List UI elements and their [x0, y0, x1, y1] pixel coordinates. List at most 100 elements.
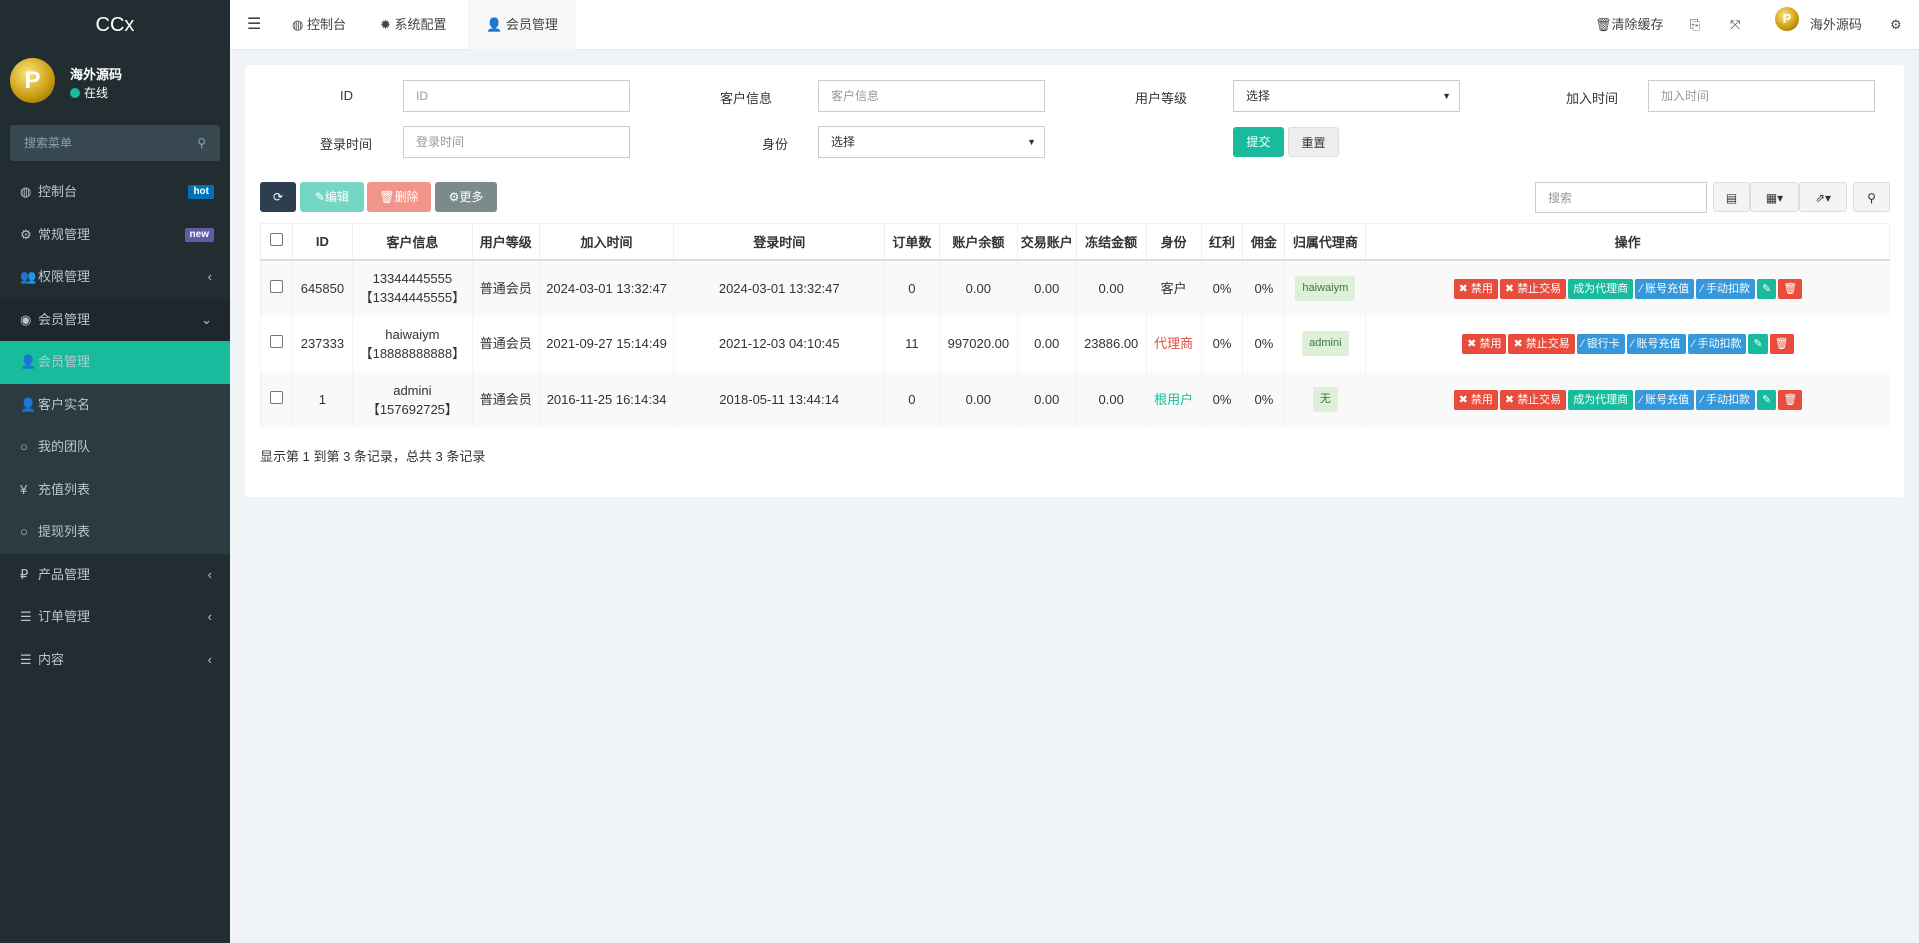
column-header[interactable]: ID — [291, 223, 353, 261]
edit-button[interactable]: ✎编辑 — [300, 182, 364, 212]
delete-row-button[interactable]: 🗑 — [1778, 390, 1803, 410]
action-label: 账号充值 — [1645, 394, 1690, 406]
action-button[interactable]: ✖ 禁用 — [1453, 278, 1498, 299]
delete-row-button[interactable]: 🗑 — [1778, 278, 1803, 299]
sidebar-item[interactable]: 👥 权限管理 ‹ — [0, 256, 230, 299]
menu-search-input[interactable]: 搜索菜单 ⚲ — [10, 125, 220, 161]
cell-login: 2021-12-03 04:10:45 — [673, 315, 885, 372]
action-button[interactable]: ✖ 禁用 — [1462, 334, 1507, 354]
edit-row-button[interactable]: ✎ — [1757, 278, 1777, 299]
cell-orders: 11 — [883, 315, 940, 372]
delete-row-button[interactable]: 🗑 — [1769, 334, 1794, 354]
action-button[interactable]: ⁄ 手动扣款 — [1687, 334, 1747, 354]
columns-icon[interactable]: ▦▾ — [1750, 182, 1799, 212]
sidebar-item[interactable]: ¥ 充值列表 — [0, 468, 230, 511]
sidebar-item[interactable]: ◍ 控制台 hot — [0, 171, 230, 214]
column-header[interactable]: 冻结金额 — [1075, 223, 1147, 261]
row-checkbox[interactable] — [260, 259, 293, 316]
user-menu[interactable]: P 海外源码 — [1775, 0, 1862, 50]
action-button[interactable]: ⁄ 手动扣款 — [1696, 278, 1755, 299]
delete-button[interactable]: 🗑删除 — [367, 182, 431, 212]
action-button[interactable]: ✖ 禁止交易 — [1508, 334, 1575, 354]
pencil-icon: ✎ — [1762, 282, 1772, 295]
sidebar-item[interactable]: ☰ 订单管理 ‹ — [0, 596, 230, 639]
chevron-left-icon: ‹ — [207, 269, 212, 284]
ruble-icon: ₽ — [20, 566, 29, 582]
tab-member-management[interactable]: 👤 会员管理 — [468, 0, 576, 50]
action-button[interactable]: ✖ 禁用 — [1453, 390, 1498, 410]
export-icon[interactable]: ⇗▾ — [1799, 182, 1847, 212]
action-label: 银行卡 — [1586, 338, 1620, 350]
action-button[interactable]: 成为代理商 — [1568, 390, 1634, 410]
identity-select[interactable]: 选择 ▼ — [818, 126, 1045, 158]
action-button[interactable]: 成为代理商 — [1568, 278, 1634, 299]
sidebar-menu: ◍ 控制台 hot ⚙ 常规管理 new 👥 权限管理 ‹ ◉ 会员管理 ⌄ 👤 会员管理 👤 客户实名 ○ 我的… — [0, 171, 230, 681]
submit-button[interactable]: 提交 — [1233, 127, 1284, 157]
fullscreen-icon[interactable]: ⤧ — [1730, 17, 1741, 32]
settings-icon[interactable]: ⚙ — [1890, 17, 1902, 32]
online-dot-icon — [70, 88, 80, 98]
table-search-input[interactable]: 搜索 — [1535, 182, 1707, 213]
column-header: 佣金 — [1242, 223, 1286, 261]
sidebar-item[interactable]: 👤 会员管理 — [0, 341, 230, 384]
select-all-checkbox[interactable] — [260, 223, 293, 261]
sidebar-item[interactable]: 👤 客户实名 — [0, 383, 230, 426]
edit-row-button[interactable]: ✎ — [1748, 334, 1768, 354]
identity-value: 选择 — [831, 135, 856, 149]
id-input[interactable]: ID — [403, 80, 630, 112]
cell-level: 普通会员 — [471, 259, 540, 316]
sidebar-item-label: 常规管理 — [38, 226, 91, 242]
more-button[interactable]: ⚙更多 — [435, 182, 497, 212]
app-logo[interactable]: CCx — [95, 14, 135, 36]
join-label: 加入时间 — [1566, 91, 1619, 106]
trash-icon: 🗑 — [1774, 338, 1789, 350]
action-button[interactable]: ⁄ 账号充值 — [1626, 334, 1686, 354]
action-label: 禁止交易 — [1517, 394, 1562, 406]
row-checkbox[interactable] — [260, 315, 293, 372]
action-button[interactable]: ⁄ 银行卡 — [1576, 334, 1625, 354]
action-button[interactable]: ✖ 禁止交易 — [1499, 390, 1567, 410]
chevron-left-icon: ‹ — [207, 566, 212, 582]
sidebar-item-label: 会员管理 — [38, 311, 91, 327]
customer-input[interactable]: 客户信息 — [818, 80, 1045, 112]
clear-cache-label: 清除缓存 — [1611, 17, 1664, 32]
sidebar-item[interactable]: ₽ 产品管理 ‹ — [0, 554, 230, 597]
cell-id: 645850 — [291, 259, 353, 316]
column-header[interactable]: 账户余额 — [938, 223, 1018, 261]
action-label: 禁用 — [1470, 282, 1493, 295]
more-label: 更多 — [459, 190, 484, 204]
tab-system-config[interactable]: ✹ 系统配置 — [366, 0, 461, 50]
search-icon[interactable]: ⚲ — [1853, 182, 1890, 212]
dashboard-icon: ◍ — [20, 184, 32, 199]
translate-icon[interactable]: ⎘ — [1690, 17, 1701, 32]
trash-icon: 🗑 — [379, 190, 395, 204]
level-label: 用户等级 — [1135, 91, 1188, 106]
login-time-input[interactable]: 登录时间 — [403, 126, 630, 158]
reset-button[interactable]: 重置 — [1288, 127, 1339, 157]
toggle-view-icon[interactable]: ▤ — [1713, 182, 1750, 212]
refresh-button[interactable]: ⟳ — [260, 182, 296, 212]
cell-id: 1 — [291, 371, 353, 428]
circle-icon: ○ — [20, 524, 28, 539]
sidebar-item[interactable]: ○ 提现列表 — [0, 511, 230, 554]
sidebar-item-label: 订单管理 — [38, 609, 91, 624]
action-button[interactable]: ⁄ 手动扣款 — [1696, 390, 1755, 410]
clear-cache-button[interactable]: 🗑清除缓存 — [1595, 0, 1664, 50]
action-button[interactable]: ✖ 禁止交易 — [1499, 278, 1567, 299]
menu-toggle-icon[interactable]: ☰ — [247, 16, 262, 33]
header-avatar: P — [1775, 7, 1799, 31]
trash-icon: 🗑 — [1783, 282, 1798, 295]
action-button[interactable]: ⁄ 账号充值 — [1635, 390, 1695, 410]
edit-row-button[interactable]: ✎ — [1757, 390, 1777, 410]
column-header[interactable]: 交易账户 — [1016, 223, 1077, 261]
sidebar-item[interactable]: ⚙ 常规管理 new — [0, 214, 230, 257]
row-checkbox[interactable] — [260, 371, 293, 428]
level-select[interactable]: 选择 ▼ — [1233, 80, 1460, 112]
join-time-input[interactable]: 加入时间 — [1648, 80, 1875, 112]
sidebar-item[interactable]: ◉ 会员管理 ⌄ — [0, 298, 230, 341]
sidebar-item[interactable]: ○ 我的团队 — [0, 426, 230, 469]
sidebar-item[interactable]: ☰ 内容 ‹ — [0, 639, 230, 682]
action-button[interactable]: ⁄ 账号充值 — [1635, 278, 1695, 299]
tab-dashboard[interactable]: ◍ 控制台 — [278, 0, 360, 50]
customer-name: haiwaiym — [385, 326, 440, 342]
